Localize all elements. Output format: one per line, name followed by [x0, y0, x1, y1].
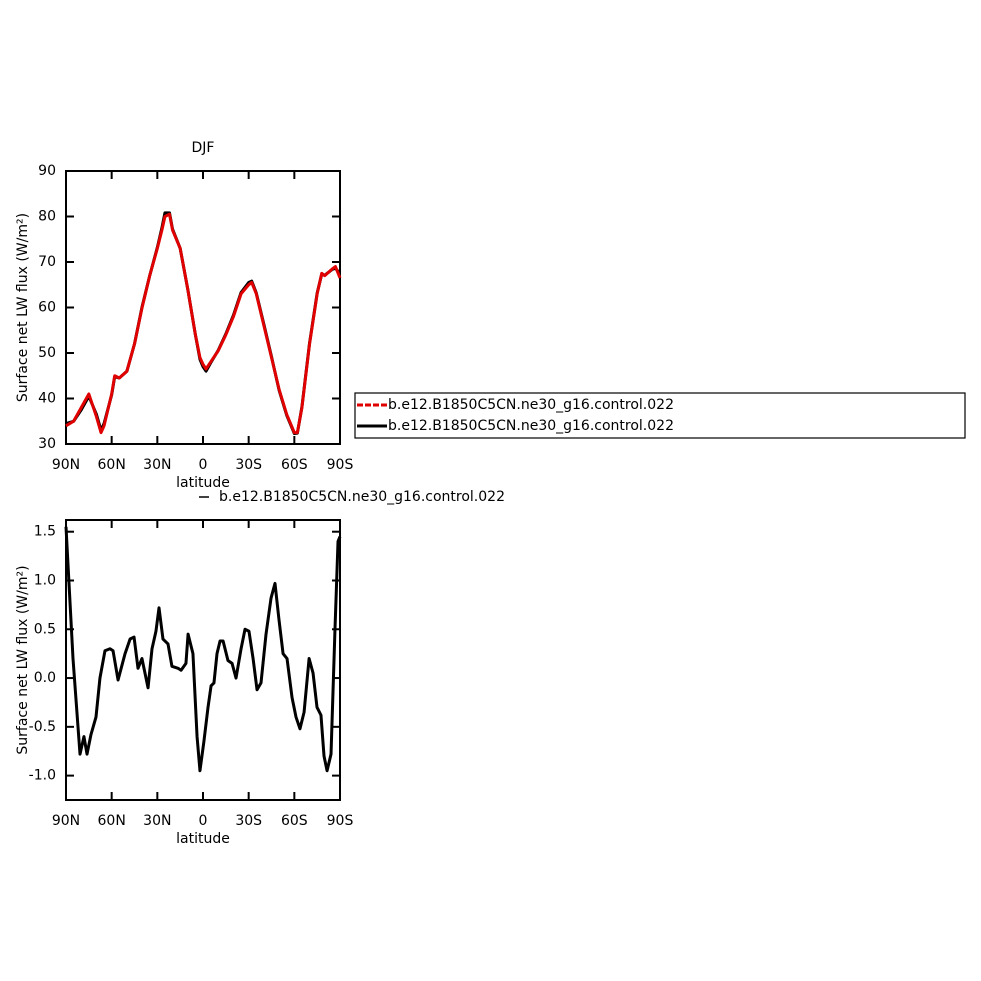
x-tick-label: 90N	[52, 813, 80, 829]
plot-frame	[65, 519, 341, 801]
legend-label: b.e12.B1850C5CN.ne30_g16.control.022	[388, 418, 674, 434]
x-tick-label: 30S	[235, 813, 262, 829]
series-line	[64, 526, 342, 773]
x-tick-label: 90N	[52, 457, 80, 473]
legend-label: b.e12.B1850C5CN.ne30_g16.control.022	[388, 397, 674, 413]
y-axis-label: Surface net LW flux (W/m²)	[15, 213, 31, 402]
legend-box	[354, 392, 966, 439]
plot-frame	[65, 170, 341, 445]
x-tick-label: 60S	[281, 813, 308, 829]
chart-title: DJF	[192, 140, 215, 156]
x-tick-label: 30N	[143, 457, 171, 473]
y-tick-label: 30	[38, 436, 56, 452]
y-tick-label: -0.5	[29, 719, 56, 735]
y-tick-label: 70	[38, 254, 56, 270]
x-tick-label: 90S	[327, 457, 354, 473]
y-tick-label: 1.5	[34, 524, 56, 540]
x-tick-label: 60N	[98, 457, 126, 473]
y-label-clip: Surface net LW flux (W/m²)	[15, 565, 31, 754]
y-tick-label: 0.0	[34, 670, 56, 686]
x-tick-label: 60N	[98, 813, 126, 829]
legend-label: b.e12.B1850C5CN.ne30_g16.control.022	[219, 489, 505, 505]
x-tick-label: 0	[199, 457, 208, 473]
x-tick-label: 0	[199, 813, 208, 829]
y-tick-label: 50	[38, 345, 56, 361]
series-line	[65, 211, 342, 436]
x-axis-label: latitude	[176, 831, 230, 847]
y-tick-label: 1.0	[34, 572, 56, 588]
y-tick-label: 40	[38, 391, 56, 407]
y-axis-label: Surface net LW flux (W/m²)	[15, 565, 31, 754]
y-tick-label: 0.5	[34, 621, 56, 637]
x-tick-label: 30N	[143, 813, 171, 829]
y-tick-label: 90	[38, 163, 56, 179]
x-tick-label: 60S	[281, 457, 308, 473]
series-line	[65, 212, 342, 435]
x-tick-label: 30S	[235, 457, 262, 473]
y-tick-label: 60	[38, 300, 56, 316]
x-tick-label: 90S	[327, 813, 354, 829]
y-tick-label: -1.0	[29, 768, 56, 784]
y-tick-label: 80	[38, 209, 56, 225]
x-axis-label: latitude	[176, 475, 230, 491]
